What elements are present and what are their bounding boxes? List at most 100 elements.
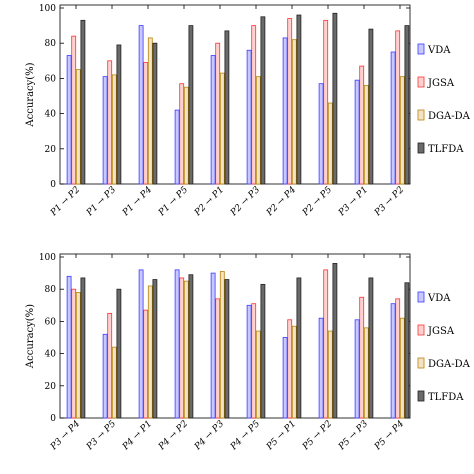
legend-swatch bbox=[417, 76, 425, 88]
x-tick-label: P2 → P4 bbox=[264, 185, 298, 219]
y-tick-label: 100 bbox=[39, 4, 56, 14]
bar-dga-da bbox=[291, 325, 297, 419]
bar-dga-da bbox=[75, 69, 81, 185]
legend-label: VDA bbox=[427, 293, 451, 304]
bar-vda bbox=[318, 317, 324, 419]
y-tick-label: 0 bbox=[50, 180, 56, 190]
bar-dga-da bbox=[363, 85, 369, 185]
legend-swatch bbox=[417, 390, 425, 402]
bar-dga-da bbox=[183, 86, 189, 185]
bar-dga-da bbox=[255, 76, 261, 185]
bar-tlfda bbox=[332, 263, 338, 419]
bar-vda bbox=[210, 55, 216, 185]
bar-tlfda bbox=[332, 12, 338, 185]
x-tick-label: P1 → P5 bbox=[156, 185, 190, 219]
bar-vda bbox=[138, 25, 144, 185]
legend-label: JGSA bbox=[427, 326, 455, 337]
bar-jgsa bbox=[323, 269, 329, 419]
x-tick-label: P3 → P5 bbox=[84, 419, 118, 453]
bar-jgsa bbox=[323, 19, 329, 185]
bar-tlfda bbox=[224, 279, 230, 419]
bar-vda bbox=[390, 51, 396, 185]
bar-jgsa bbox=[179, 277, 185, 419]
x-tick-label: P1 → P4 bbox=[120, 185, 154, 219]
bar-jgsa bbox=[215, 298, 221, 419]
bar-jgsa bbox=[395, 30, 401, 185]
legend-swatch bbox=[417, 324, 425, 336]
legend-label: TLFDA bbox=[428, 392, 464, 403]
y-tick-label: 80 bbox=[45, 285, 57, 295]
bar-vda bbox=[66, 275, 72, 419]
bar-dga-da bbox=[219, 271, 225, 419]
bar-jgsa bbox=[71, 35, 77, 185]
y-tick-label: 60 bbox=[45, 317, 57, 327]
bar-dga-da bbox=[291, 39, 297, 185]
bar-dga-da bbox=[399, 76, 405, 185]
bar-vda bbox=[246, 304, 252, 419]
bar-jgsa bbox=[287, 18, 293, 185]
bar-jgsa bbox=[143, 309, 149, 419]
bar-tlfda bbox=[260, 283, 266, 419]
bar-dga-da bbox=[183, 280, 189, 419]
bar-vda bbox=[282, 37, 288, 185]
y-tick-label: 100 bbox=[39, 253, 56, 263]
legend-swatch bbox=[417, 357, 425, 369]
bar-vda bbox=[354, 319, 360, 419]
legend-swatch bbox=[417, 43, 425, 55]
bar-tlfda bbox=[152, 279, 158, 419]
legend-label: JGSA bbox=[427, 78, 455, 89]
bar-vda bbox=[282, 337, 288, 419]
x-tick-label: P4 → P1 bbox=[120, 419, 154, 453]
bar-tlfda bbox=[368, 28, 374, 185]
legend-swatch bbox=[417, 109, 425, 121]
y-tick-label: 20 bbox=[45, 145, 57, 155]
bar-dga-da bbox=[111, 74, 117, 185]
bar-dga-da bbox=[147, 285, 153, 419]
bar-jgsa bbox=[287, 319, 293, 419]
x-tick-label: P5 → P4 bbox=[372, 419, 406, 453]
bar-jgsa bbox=[251, 25, 257, 185]
bar-dga-da bbox=[255, 330, 261, 419]
x-tick-label: P4 → P2 bbox=[156, 419, 190, 453]
legend-label: VDA bbox=[427, 45, 451, 56]
x-tick-label: P5 → P1 bbox=[264, 419, 298, 453]
bar-jgsa bbox=[143, 62, 149, 185]
x-tick-label: P2 → P1 bbox=[192, 185, 226, 219]
x-tick-label: P4 → P3 bbox=[192, 419, 226, 453]
bar-tlfda bbox=[80, 277, 86, 419]
bar-vda bbox=[174, 109, 180, 185]
bar-dga-da bbox=[75, 292, 81, 419]
y-tick-label: 0 bbox=[50, 414, 56, 424]
legend-label: DGA-DA bbox=[428, 359, 471, 370]
x-tick-label: P3 → P2 bbox=[372, 185, 406, 219]
bar-vda bbox=[354, 79, 360, 185]
bar-vda bbox=[138, 269, 144, 419]
bar-tlfda bbox=[116, 288, 122, 419]
bar-jgsa bbox=[251, 303, 257, 419]
bar-vda bbox=[318, 83, 324, 185]
bar-vda bbox=[174, 269, 180, 419]
y-tick-label: 40 bbox=[45, 110, 57, 120]
bar-vda bbox=[102, 333, 108, 419]
bar-tlfda bbox=[188, 25, 194, 185]
y-tick-label: 60 bbox=[45, 74, 57, 84]
x-tick-label: P4 → P5 bbox=[228, 419, 262, 453]
plot-frame bbox=[59, 253, 411, 419]
bar-tlfda bbox=[404, 282, 410, 419]
bar-jgsa bbox=[71, 288, 77, 419]
bar-dga-da bbox=[147, 37, 153, 185]
bar-dga-da bbox=[327, 330, 333, 419]
bar-tlfda bbox=[80, 19, 86, 185]
bar-jgsa bbox=[395, 298, 401, 419]
legend-label: TLFDA bbox=[428, 144, 464, 155]
bar-dga-da bbox=[327, 102, 333, 185]
bar-tlfda bbox=[404, 25, 410, 185]
bar-tlfda bbox=[368, 277, 374, 419]
bar-vda bbox=[246, 49, 252, 185]
bar-tlfda bbox=[224, 30, 230, 185]
plot-frame bbox=[59, 4, 411, 185]
bar-dga-da bbox=[399, 317, 405, 419]
